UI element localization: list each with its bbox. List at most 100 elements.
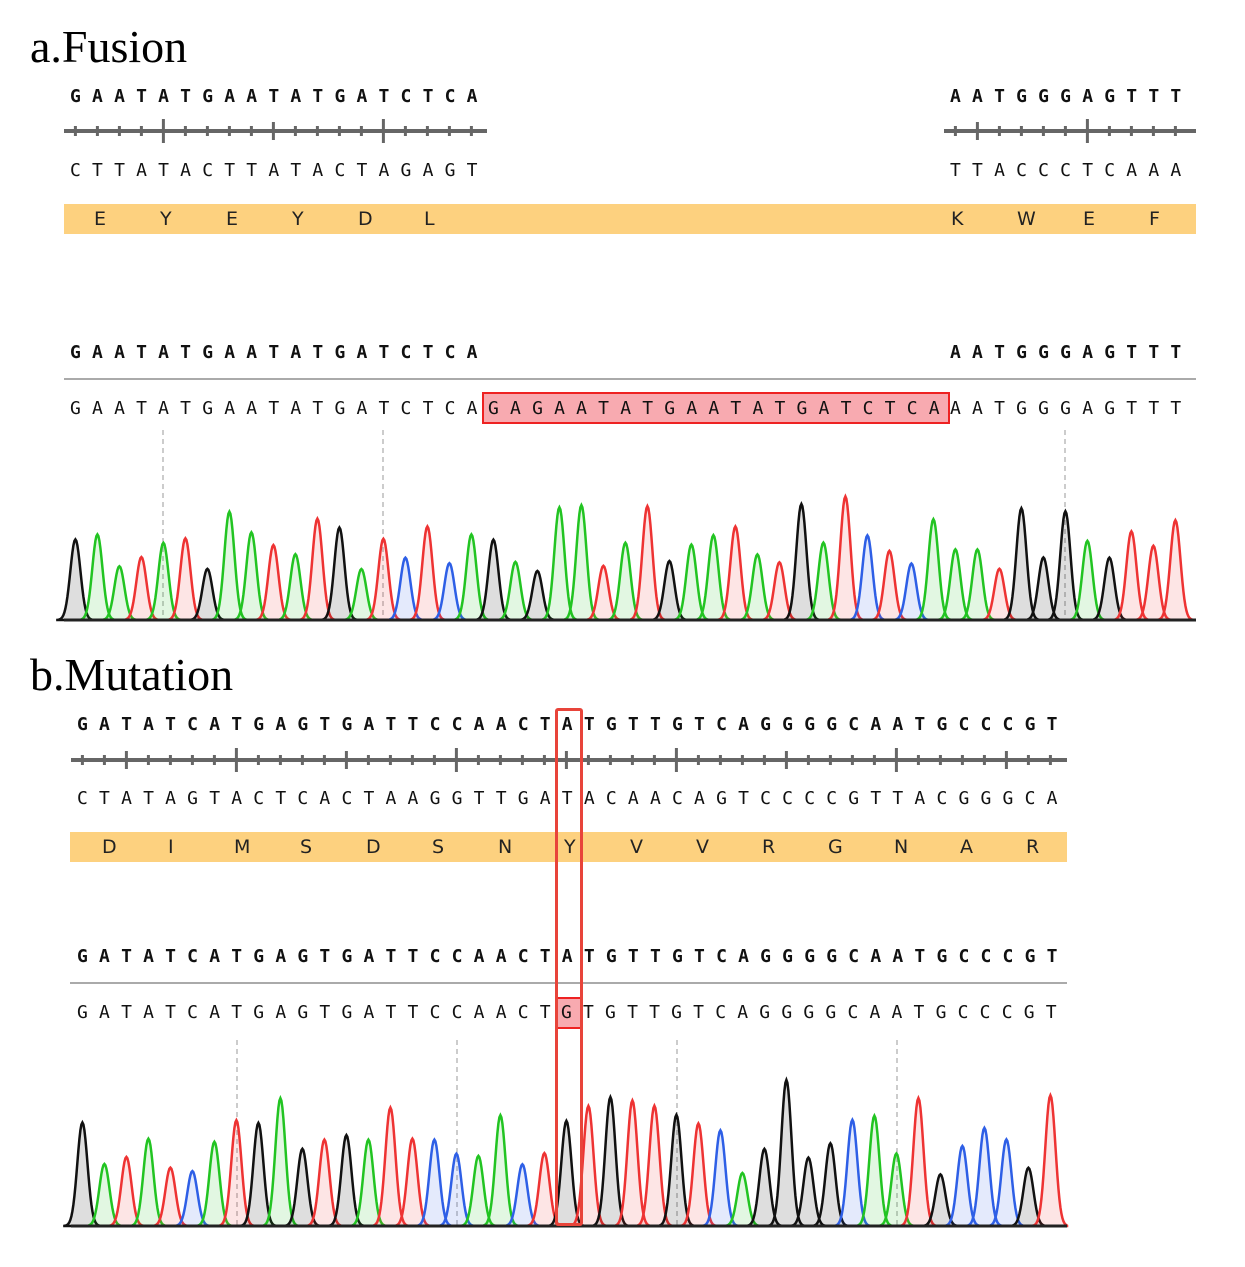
peak-A bbox=[804, 540, 843, 622]
mutation-read-variant-base: G bbox=[561, 1002, 584, 1023]
peak-C bbox=[833, 1116, 872, 1228]
peak-A bbox=[261, 1094, 300, 1228]
peak-T bbox=[107, 1154, 146, 1228]
amino-acid: V bbox=[630, 836, 643, 858]
peak-C bbox=[173, 1169, 212, 1228]
fusion-read-reference-right: AATGGGAGTTT bbox=[950, 342, 1193, 363]
peak-C bbox=[430, 561, 469, 622]
fusion-alignment-divider bbox=[64, 378, 1196, 380]
peak-G bbox=[239, 1120, 278, 1228]
peak-C bbox=[987, 1137, 1026, 1228]
mutation-panel-title: b.Mutation bbox=[30, 649, 234, 700]
amino-acid: A bbox=[960, 836, 973, 858]
amino-acid: I bbox=[168, 836, 174, 858]
peak-G bbox=[1024, 555, 1063, 622]
peak-T bbox=[166, 535, 205, 622]
fusion-read-right: AATGGGAGTTT bbox=[950, 398, 1193, 419]
peak-T bbox=[1031, 1091, 1069, 1228]
peak-A bbox=[210, 508, 249, 622]
peak-A bbox=[85, 1162, 124, 1228]
peak-G bbox=[591, 1093, 630, 1228]
peak-T bbox=[1134, 543, 1173, 622]
amino-acid: M bbox=[234, 836, 251, 858]
peak-T bbox=[217, 1117, 256, 1228]
amino-acid: E bbox=[94, 208, 107, 230]
peak-T bbox=[151, 1165, 190, 1228]
peak-T bbox=[122, 555, 161, 622]
peak-T bbox=[679, 1120, 718, 1228]
peak-T bbox=[364, 536, 403, 622]
amino-acid: Y bbox=[564, 836, 576, 858]
mutation-chromatogram bbox=[63, 1040, 1069, 1228]
peak-T bbox=[613, 1097, 652, 1228]
peak-A bbox=[452, 532, 491, 622]
peak-A bbox=[144, 540, 183, 622]
amino-acid: F bbox=[1149, 208, 1160, 230]
peak-A bbox=[855, 1112, 894, 1228]
peak-G bbox=[320, 524, 359, 622]
fusion-complement-left: CTTATACTTATACTAGAGT bbox=[70, 160, 489, 181]
mutation-column-highlight-box bbox=[555, 708, 583, 1226]
peak-T bbox=[298, 515, 337, 622]
mutation-read-reference: GATATCATGAGTGATTCCAACTATGTTGTCAGGGGCAATG… bbox=[77, 946, 1069, 967]
peak-G bbox=[547, 1118, 586, 1228]
peak-G bbox=[1009, 1165, 1048, 1228]
peak-G bbox=[921, 1172, 960, 1228]
peak-G bbox=[1046, 508, 1085, 622]
peak-T bbox=[980, 567, 1019, 622]
peak-T bbox=[408, 523, 447, 622]
peak-A bbox=[738, 552, 777, 622]
peak-A bbox=[540, 504, 579, 622]
peak-G bbox=[63, 1119, 102, 1228]
peak-A bbox=[958, 547, 997, 622]
peak-A bbox=[276, 552, 315, 622]
peak-C bbox=[943, 1143, 982, 1228]
amino-acid: E bbox=[226, 208, 239, 230]
peak-G bbox=[745, 1146, 784, 1228]
mutation-ruler bbox=[71, 748, 1067, 772]
amino-acid: D bbox=[366, 836, 381, 858]
peak-G bbox=[650, 559, 689, 622]
peak-A bbox=[672, 542, 711, 622]
peak-A bbox=[232, 529, 271, 622]
peak-G bbox=[782, 500, 821, 622]
amino-acid: N bbox=[894, 836, 909, 858]
peak-T bbox=[635, 1102, 674, 1228]
amino-acid: L bbox=[424, 208, 435, 230]
peak-G bbox=[767, 1076, 806, 1228]
amino-acid: E bbox=[1083, 208, 1096, 230]
fusion-panel-title: a.Fusion bbox=[30, 21, 188, 72]
peak-A bbox=[342, 567, 381, 622]
amino-acid: Y bbox=[160, 208, 172, 230]
amino-acid: D bbox=[358, 208, 373, 230]
peak-C bbox=[848, 532, 887, 622]
fusion-read-reference-left: GAATATGAATATGATCTCA bbox=[70, 342, 489, 363]
mutation-complement: CTATAGTACTCACTAAGGTTGATACAACAGTCCCCGTTAC… bbox=[77, 788, 1069, 809]
amino-acid: W bbox=[1017, 208, 1036, 230]
peak-T bbox=[584, 564, 623, 622]
peak-C bbox=[503, 1162, 542, 1228]
peak-G bbox=[657, 1111, 696, 1228]
amino-acid: V bbox=[696, 836, 709, 858]
peak-T bbox=[254, 542, 293, 622]
peak-C bbox=[965, 1125, 1004, 1228]
peak-A bbox=[195, 1139, 234, 1228]
peak-G bbox=[327, 1132, 366, 1228]
peak-T bbox=[899, 1094, 938, 1228]
peak-A bbox=[459, 1153, 498, 1228]
peak-G bbox=[188, 567, 227, 622]
amino-acid: R bbox=[762, 836, 776, 858]
amino-acid: D bbox=[102, 836, 117, 858]
peak-T bbox=[1112, 528, 1151, 622]
peak-C bbox=[386, 555, 425, 622]
fusion-reference-right: AATGGGAGTTT bbox=[950, 86, 1193, 107]
peak-G bbox=[56, 537, 95, 622]
peak-C bbox=[892, 561, 931, 622]
peak-A bbox=[100, 564, 139, 622]
amino-acid: R bbox=[1026, 836, 1040, 858]
peak-T bbox=[393, 1136, 432, 1228]
peak-T bbox=[760, 560, 799, 622]
peak-G bbox=[1090, 555, 1129, 622]
amino-acid: G bbox=[828, 836, 843, 858]
mutation-reference: GATATCATGAGTGATTCCAACTATGTTGTCAGGGGCAATG… bbox=[77, 714, 1069, 735]
